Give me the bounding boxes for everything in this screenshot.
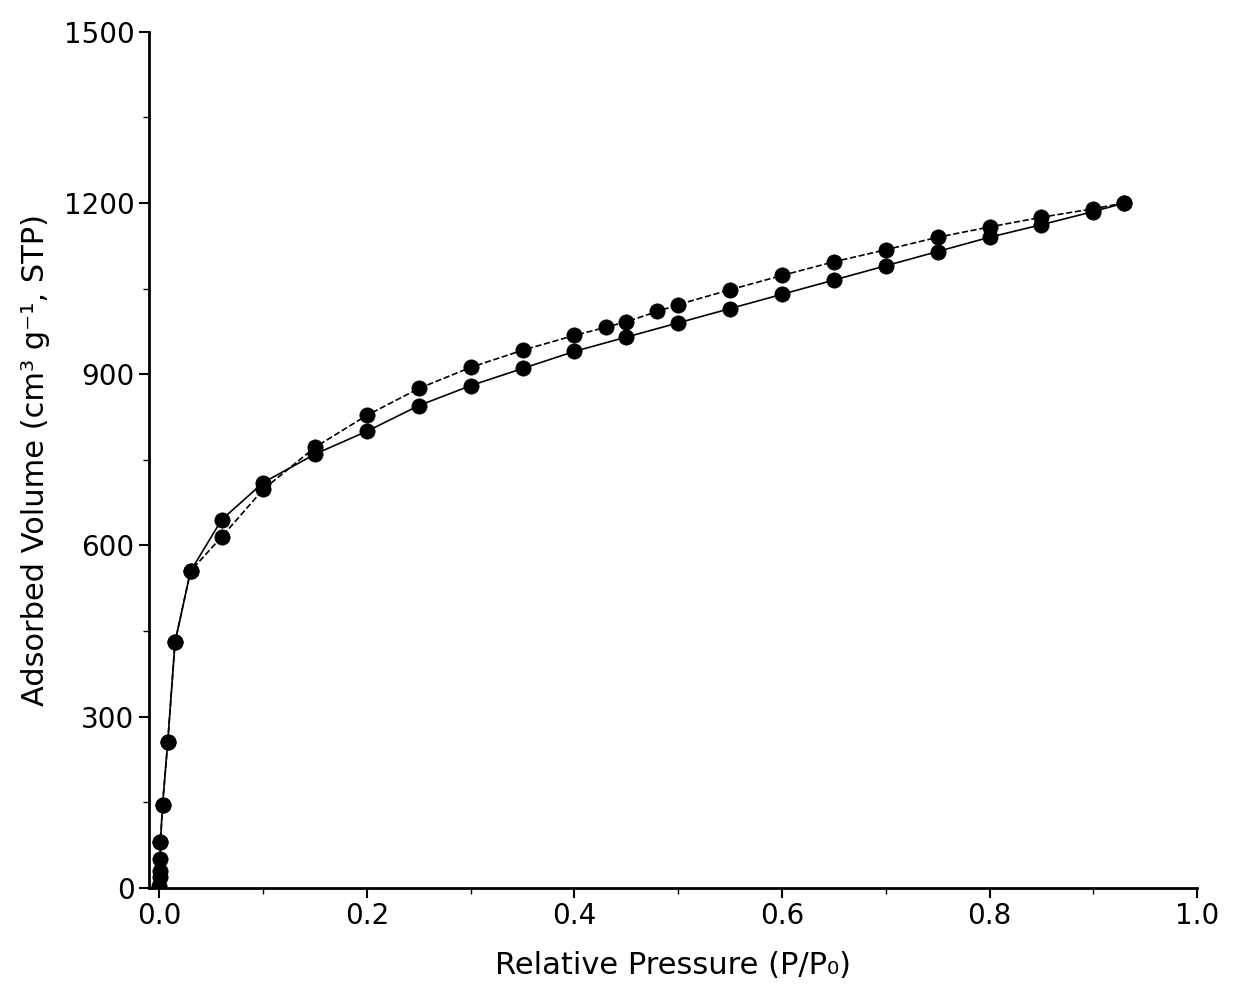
X-axis label: Relative Pressure (P/P₀): Relative Pressure (P/P₀)	[495, 951, 851, 980]
Y-axis label: Adsorbed Volume (cm³ g⁻¹, STP): Adsorbed Volume (cm³ g⁻¹, STP)	[21, 214, 50, 706]
